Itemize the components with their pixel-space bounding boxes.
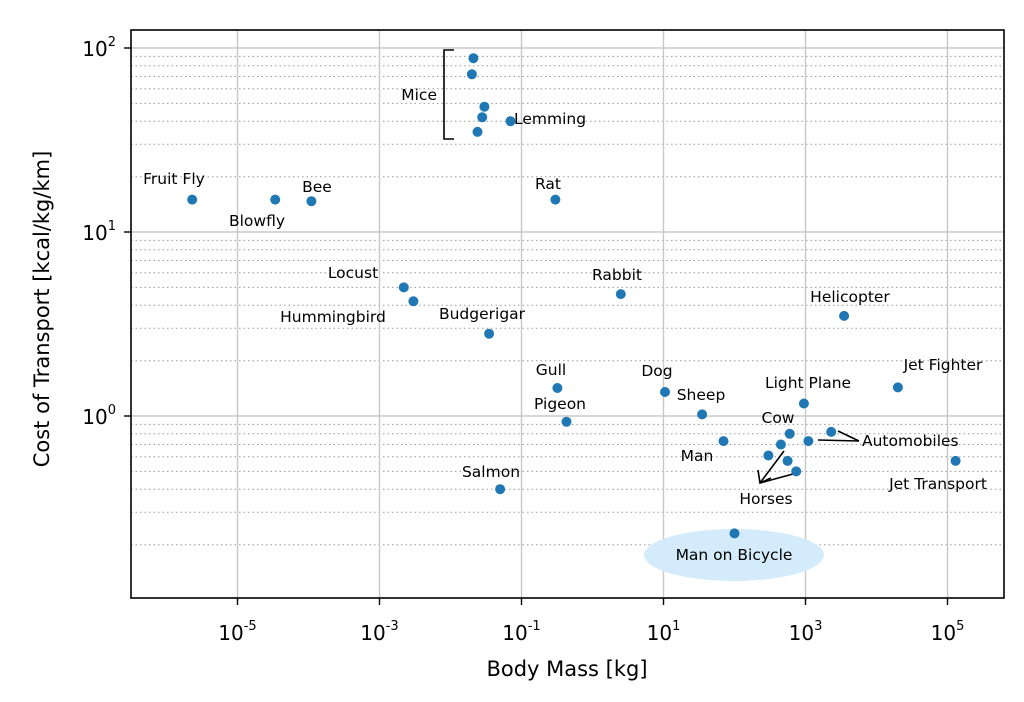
major-gridlines xyxy=(131,30,1004,598)
label-bee: Bee xyxy=(302,178,332,196)
label-rabbit: Rabbit xyxy=(592,266,642,284)
data-point xyxy=(505,116,516,127)
label-locust: Locust xyxy=(328,264,378,282)
data-point xyxy=(306,196,317,207)
x-tick-label: 105 xyxy=(931,619,965,645)
label-man: Man xyxy=(681,447,714,465)
automobiles-arrow xyxy=(817,439,860,442)
x-tick-label: 103 xyxy=(789,619,823,645)
label-fruit-fly: Fruit Fly xyxy=(143,170,205,188)
data-point xyxy=(270,194,281,205)
data-point xyxy=(561,416,572,427)
label-helicopter: Helicopter xyxy=(810,288,890,306)
automobiles-arrow xyxy=(837,430,860,442)
data-point xyxy=(660,387,670,397)
data-point xyxy=(468,53,479,64)
highlight-ellipse xyxy=(644,529,824,581)
data-point xyxy=(472,126,483,137)
data-point xyxy=(697,409,708,420)
label-light-plane: Light Plane xyxy=(765,374,851,392)
x-tick-label: 10-1 xyxy=(502,619,540,645)
y-axis-title: Cost of Transport [kcal/kg/km] xyxy=(30,151,54,468)
point-labels: Fruit Fly Blowfly Bee Mice Lemming Rat L… xyxy=(143,86,987,564)
data-point xyxy=(550,194,561,205)
data-point xyxy=(826,426,837,437)
label-sheep: Sheep xyxy=(677,386,726,404)
data-point xyxy=(775,439,786,450)
annotations xyxy=(443,49,860,485)
label-cow: Cow xyxy=(762,409,795,427)
data-point xyxy=(718,436,729,447)
data-point xyxy=(477,112,488,123)
label-lemming: Lemming xyxy=(514,110,586,128)
data-point xyxy=(784,428,795,439)
y-tick-label: 100 xyxy=(82,403,116,429)
y-tick-label: 101 xyxy=(82,219,116,245)
x-tick-labels: 10-5 10-3 10-1 101 103 105 xyxy=(218,619,964,645)
label-hummingbird: Hummingbird xyxy=(280,308,386,326)
data-point xyxy=(466,69,477,80)
y-tick-labels: 100 101 102 xyxy=(82,35,116,429)
y-ticks xyxy=(124,47,131,417)
data-point xyxy=(782,455,793,466)
x-tick-label: 10-5 xyxy=(218,619,256,645)
label-pigeon: Pigeon xyxy=(534,395,586,413)
data-point xyxy=(479,101,490,112)
scatter-points xyxy=(187,53,961,539)
plot-frame xyxy=(130,29,1005,599)
data-point xyxy=(803,436,814,447)
label-rat: Rat xyxy=(535,175,561,193)
label-budgerigar: Budgerigar xyxy=(439,305,526,323)
data-point xyxy=(615,289,626,300)
x-tick-label: 101 xyxy=(647,619,681,645)
x-ticks xyxy=(236,598,949,605)
data-point xyxy=(950,455,961,466)
label-gull: Gull xyxy=(536,361,566,379)
data-point xyxy=(484,328,495,339)
data-point xyxy=(791,466,802,477)
label-mice: Mice xyxy=(401,86,437,104)
label-dog: Dog xyxy=(641,362,672,380)
data-point xyxy=(408,296,419,307)
data-point xyxy=(187,194,198,205)
y-tick-label: 102 xyxy=(82,35,116,61)
data-point xyxy=(729,528,740,539)
horses-arrow xyxy=(759,473,794,484)
label-salmon: Salmon xyxy=(462,463,520,481)
mice-bracket xyxy=(443,49,454,140)
x-axis-title: Body Mass [kg] xyxy=(486,657,647,681)
label-jet-transport: Jet Transport xyxy=(888,475,987,493)
data-point xyxy=(839,310,850,321)
data-point xyxy=(763,450,774,461)
data-point xyxy=(398,282,409,293)
label-horses: Horses xyxy=(739,490,792,508)
label-man-on-bicycle: Man on Bicycle xyxy=(676,546,793,564)
data-point xyxy=(798,398,809,409)
label-jet-fighter: Jet Fighter xyxy=(903,356,983,374)
data-point xyxy=(552,383,563,393)
x-tick-label: 10-3 xyxy=(360,619,398,645)
horses-arrow xyxy=(759,450,785,484)
data-point xyxy=(495,484,506,495)
horses-arrowhead xyxy=(757,469,772,485)
label-automobiles: Automobiles xyxy=(862,432,959,450)
label-blowfly: Blowfly xyxy=(229,212,285,230)
data-point xyxy=(892,382,903,393)
